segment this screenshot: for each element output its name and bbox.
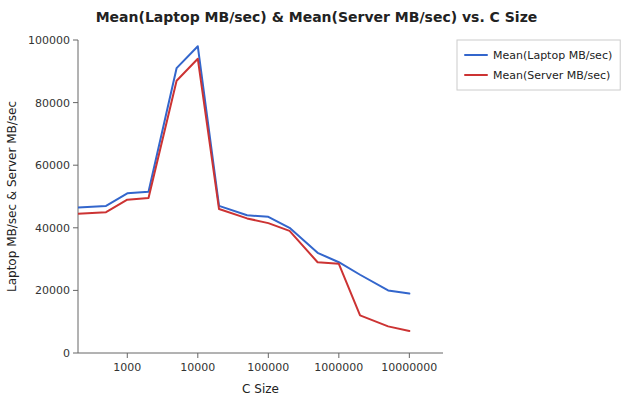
y-tick	[73, 102, 78, 103]
title: Mean(Laptop MB/sec) & Mean(Server MB/sec…	[96, 9, 538, 25]
background	[0, 0, 633, 405]
legend-swatch	[465, 54, 487, 56]
y-tick-label: 80000	[35, 97, 70, 110]
y-tick-label: 40000	[35, 222, 70, 235]
legend-swatch	[465, 74, 487, 76]
x-tick-label: 1000	[113, 361, 141, 374]
legend-label: Mean(Server MB/sec)	[493, 69, 610, 82]
chart: 1000 10000 100000 1000000 10000000 0 20000 4000…	[0, 0, 633, 405]
y-tick	[73, 290, 78, 291]
y-tick-label: 0	[63, 347, 70, 360]
x-tick-label: 10000000	[381, 361, 437, 374]
x-tick	[268, 353, 269, 358]
y-tick	[73, 353, 78, 354]
x-axis-label: C Size	[242, 382, 279, 396]
x-tick-label: 10000	[180, 361, 215, 374]
y-tick-label: 60000	[35, 159, 70, 172]
y-axis-label: Laptop MB/sec & Server MB/sec	[5, 101, 19, 292]
y-tick	[73, 227, 78, 228]
y-axis-line	[78, 40, 79, 353]
x-tick-label: 1000000	[314, 361, 363, 374]
x-axis-line	[78, 353, 443, 354]
y-tick-label: 100000	[28, 34, 70, 47]
x-tick-label: 100000	[247, 361, 289, 374]
line-series	[78, 59, 409, 331]
plot-area	[78, 46, 409, 331]
x-tick	[127, 353, 128, 358]
x-tick	[409, 353, 410, 358]
x-tick	[338, 353, 339, 358]
y-tick	[73, 40, 78, 41]
y-tick-label: 20000	[35, 284, 70, 297]
legend-label: Mean(Laptop MB/sec)	[493, 49, 612, 62]
legend-box	[457, 40, 620, 90]
x-tick	[197, 353, 198, 358]
line-series	[78, 46, 409, 293]
y-tick	[73, 165, 78, 166]
legend: Mean(Laptop MB/sec) Mean(Server MB/sec)	[457, 40, 620, 90]
